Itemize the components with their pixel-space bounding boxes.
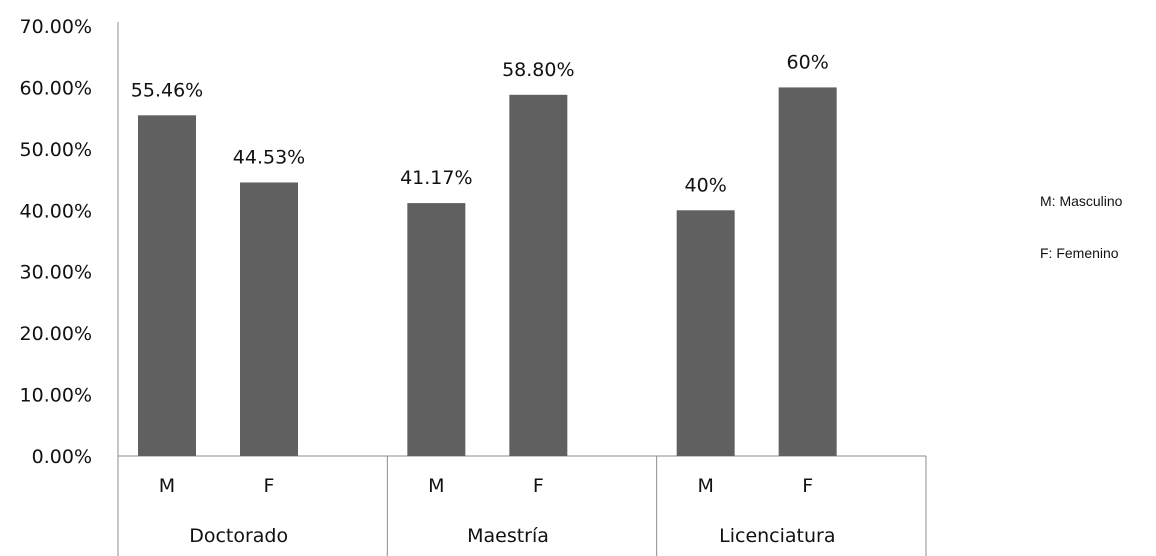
bar-doctorado-m (138, 115, 196, 457)
data-label: 58.80% (502, 59, 574, 81)
y-tick-label: 40.00% (20, 200, 92, 222)
y-tick-label: 0.00% (32, 446, 92, 468)
bar-licenciatura-m (676, 210, 735, 456)
x-category-label: M (159, 475, 175, 497)
data-label: 40% (685, 174, 727, 196)
data-label: 60% (787, 51, 829, 73)
y-tick-label: 50.00% (20, 139, 92, 161)
y-tick-label: 30.00% (20, 262, 92, 284)
x-group-label: Maestría (467, 525, 549, 547)
data-label: 55.46% (131, 79, 203, 101)
data-label: 41.17% (400, 167, 472, 189)
y-tick-label: 10.00% (20, 385, 92, 407)
bar-maestría-f (509, 94, 568, 457)
bar-maestría-m (407, 203, 466, 456)
x-group-label: Doctorado (189, 525, 288, 547)
x-category-label: M (428, 475, 444, 497)
x-category-label: M (697, 475, 713, 497)
x-group-label: Licenciatura (719, 525, 835, 547)
bar-licenciatura-f (778, 87, 837, 456)
data-label: 44.53% (233, 146, 305, 168)
legend-masculino: M: Masculino (1040, 193, 1123, 209)
x-category-label: F (802, 475, 813, 497)
y-tick-label: 70.00% (20, 16, 92, 38)
bar-doctorado-f (240, 182, 298, 457)
x-category-label: F (533, 475, 544, 497)
y-tick-label: 60.00% (20, 77, 92, 99)
legend-femenino: F: Femenino (1040, 245, 1119, 261)
x-category-label: F (264, 475, 275, 497)
y-tick-label: 20.00% (20, 323, 92, 345)
